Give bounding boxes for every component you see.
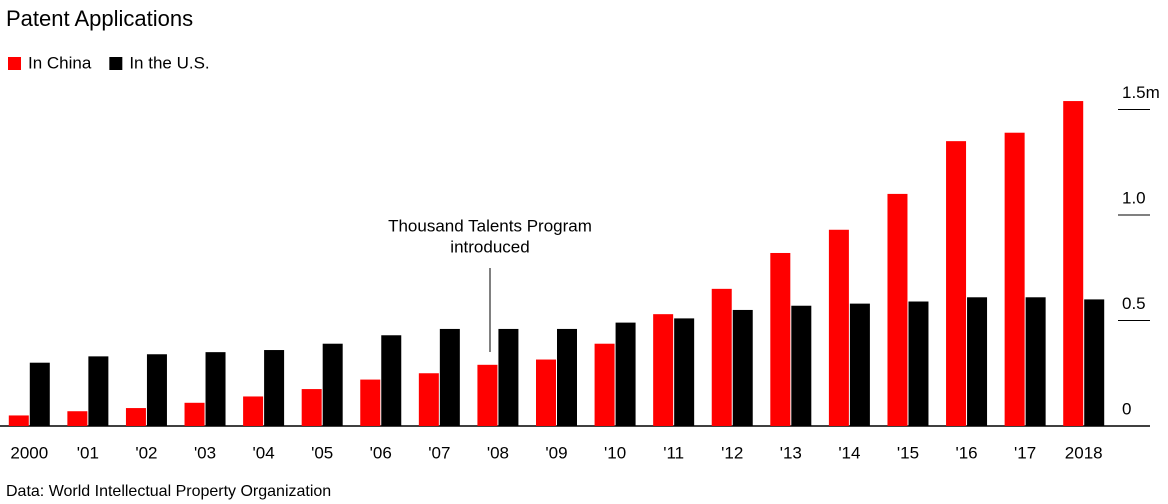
x-tick-label: '08 — [487, 443, 509, 462]
bar — [381, 335, 402, 426]
y-tick-label: 1.0 — [1122, 188, 1146, 207]
x-tick-label: '13 — [780, 443, 802, 462]
x-tick-label: '11 — [663, 443, 684, 462]
bar — [264, 350, 285, 426]
x-tick-label: '12 — [721, 443, 743, 462]
bar — [184, 402, 205, 426]
bar — [360, 379, 381, 426]
bar — [674, 318, 695, 426]
annotation: Thousand Talents Program — [388, 216, 592, 235]
bar — [1063, 101, 1084, 426]
bar — [791, 305, 812, 426]
y-tick-label: 0.5 — [1122, 294, 1146, 313]
legend-swatch — [8, 57, 21, 70]
x-tick-label: '01 — [77, 443, 99, 462]
bar — [946, 141, 967, 426]
bar — [146, 354, 167, 426]
legend-label: In China — [28, 53, 92, 72]
x-tick-label: '04 — [253, 443, 275, 462]
x-tick-label: '06 — [370, 443, 392, 462]
annotation: introduced — [450, 237, 529, 256]
bar — [732, 309, 753, 426]
bar — [29, 362, 50, 426]
x-tick-label: '03 — [194, 443, 216, 462]
bar — [498, 328, 519, 426]
bar — [849, 303, 870, 426]
y-tick-label: 0 — [1122, 399, 1131, 418]
y-tick-label: 1.5m — [1122, 83, 1160, 102]
bar — [322, 343, 343, 426]
bar — [301, 389, 322, 426]
x-tick-label: 2000 — [10, 443, 48, 462]
bar — [828, 229, 849, 426]
legend-label: In the U.S. — [129, 53, 209, 72]
x-tick-label: '10 — [604, 443, 626, 462]
bar — [205, 352, 226, 426]
bar — [8, 415, 29, 426]
x-tick-label: '05 — [311, 443, 333, 462]
bar — [887, 193, 908, 426]
bar — [67, 411, 88, 426]
x-tick-label: '09 — [545, 443, 567, 462]
bar — [557, 328, 577, 426]
bar — [1084, 299, 1105, 426]
bar — [439, 328, 460, 426]
bar — [1025, 297, 1046, 426]
x-tick-label: '14 — [838, 443, 860, 462]
x-tick-label: '16 — [955, 443, 977, 462]
x-tick-label: '07 — [428, 443, 450, 462]
bar — [243, 396, 264, 426]
bar — [125, 408, 146, 426]
chart-title: Patent Applications — [6, 6, 193, 31]
bar — [770, 252, 791, 426]
bar — [711, 288, 732, 426]
bar — [908, 301, 929, 426]
bar — [615, 322, 636, 426]
bar — [653, 314, 674, 426]
bar — [536, 359, 556, 426]
x-tick-label: 2018 — [1065, 443, 1103, 462]
x-tick-label: '02 — [135, 443, 157, 462]
bar — [88, 356, 109, 426]
x-tick-label: '17 — [1014, 443, 1036, 462]
bar — [477, 364, 498, 426]
source-note: Data: World Intellectual Property Organi… — [6, 483, 331, 500]
bar — [594, 343, 615, 426]
legend-swatch — [109, 57, 123, 70]
bar — [967, 297, 988, 426]
x-tick-label: '15 — [897, 443, 919, 462]
bar — [1004, 132, 1025, 426]
bar — [418, 373, 439, 426]
